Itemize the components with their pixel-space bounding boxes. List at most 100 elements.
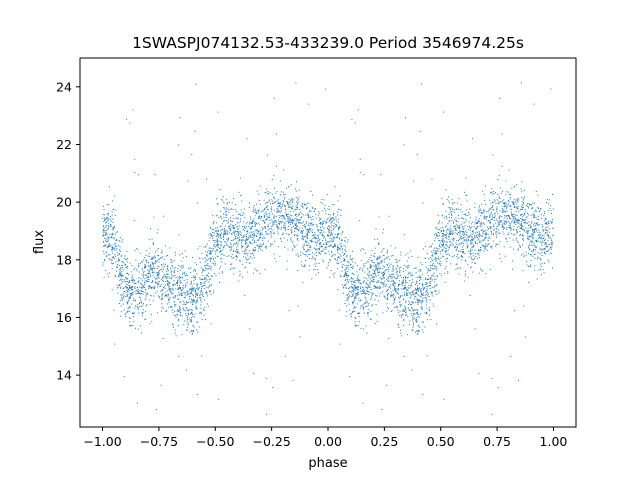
data-point [377, 263, 379, 265]
data-point [117, 276, 119, 278]
data-point [521, 201, 523, 203]
data-point [398, 284, 400, 286]
data-point [445, 247, 447, 249]
data-point [233, 218, 235, 220]
data-point [400, 314, 402, 316]
data-point [219, 247, 221, 249]
data-point [354, 285, 356, 287]
data-point [159, 285, 161, 287]
data-point [448, 202, 450, 204]
data-point [123, 375, 125, 377]
data-point [167, 296, 169, 298]
data-point [492, 154, 494, 156]
data-point [145, 310, 147, 312]
data-point [246, 249, 248, 251]
data-point [348, 281, 350, 283]
data-point [454, 247, 456, 249]
data-point [389, 265, 391, 267]
data-point [483, 209, 485, 211]
data-point [405, 279, 407, 281]
data-point [398, 275, 400, 277]
data-point [437, 235, 439, 237]
data-point [534, 245, 536, 247]
data-point [515, 219, 517, 221]
data-point [433, 234, 435, 236]
data-point [450, 232, 452, 234]
data-point [431, 293, 433, 295]
data-point [357, 274, 359, 276]
data-point [370, 267, 372, 269]
data-point [487, 237, 489, 239]
data-point [276, 225, 278, 227]
data-point [292, 248, 294, 250]
data-point [320, 246, 322, 248]
data-point [522, 204, 524, 206]
data-point [235, 230, 237, 232]
data-point [172, 289, 174, 291]
data-point [219, 226, 221, 228]
data-point [517, 205, 519, 207]
data-point [491, 218, 493, 220]
data-point [337, 200, 339, 202]
data-point [431, 254, 433, 256]
data-point [344, 249, 346, 251]
data-point [200, 283, 202, 285]
data-point [158, 258, 160, 260]
data-point [245, 242, 247, 244]
data-point [196, 329, 198, 331]
data-point [111, 249, 113, 251]
data-point [379, 287, 381, 289]
data-point [328, 229, 330, 231]
data-point [254, 223, 256, 225]
data-point [372, 269, 374, 271]
data-point [229, 217, 231, 219]
data-point [410, 304, 412, 306]
data-point [442, 240, 444, 242]
data-point [203, 308, 205, 310]
data-point [522, 208, 524, 210]
data-point [121, 267, 123, 269]
data-point [416, 281, 418, 283]
data-point [523, 222, 525, 224]
data-point [386, 294, 388, 296]
data-point [521, 207, 523, 209]
data-point [519, 234, 521, 236]
data-point [117, 264, 119, 266]
data-point [422, 331, 424, 333]
data-point [343, 274, 345, 276]
data-point [514, 234, 516, 236]
data-point [206, 178, 208, 180]
data-point [405, 287, 407, 289]
data-point [437, 237, 439, 239]
data-point [350, 291, 352, 293]
data-point [368, 291, 370, 293]
data-point [300, 216, 302, 218]
data-point [215, 227, 217, 229]
data-point [532, 228, 534, 230]
data-point [345, 246, 347, 248]
data-point [258, 247, 260, 249]
data-point [378, 216, 380, 218]
data-point [338, 227, 340, 229]
data-point [127, 288, 129, 290]
data-point [386, 299, 388, 301]
data-point [519, 227, 521, 229]
data-point [236, 256, 238, 258]
data-point [450, 217, 452, 219]
data-point [512, 201, 514, 203]
data-point [312, 208, 314, 210]
data-point [300, 254, 302, 256]
data-point [325, 238, 327, 240]
data-point [377, 258, 379, 260]
data-point [205, 319, 207, 321]
data-point [449, 233, 451, 235]
data-point [374, 285, 376, 287]
data-point [186, 273, 188, 275]
data-point [107, 247, 109, 249]
data-point [412, 317, 414, 319]
data-point [441, 215, 443, 217]
data-point [174, 270, 176, 272]
data-point [149, 266, 151, 268]
data-point [200, 312, 202, 314]
data-point [438, 240, 440, 242]
